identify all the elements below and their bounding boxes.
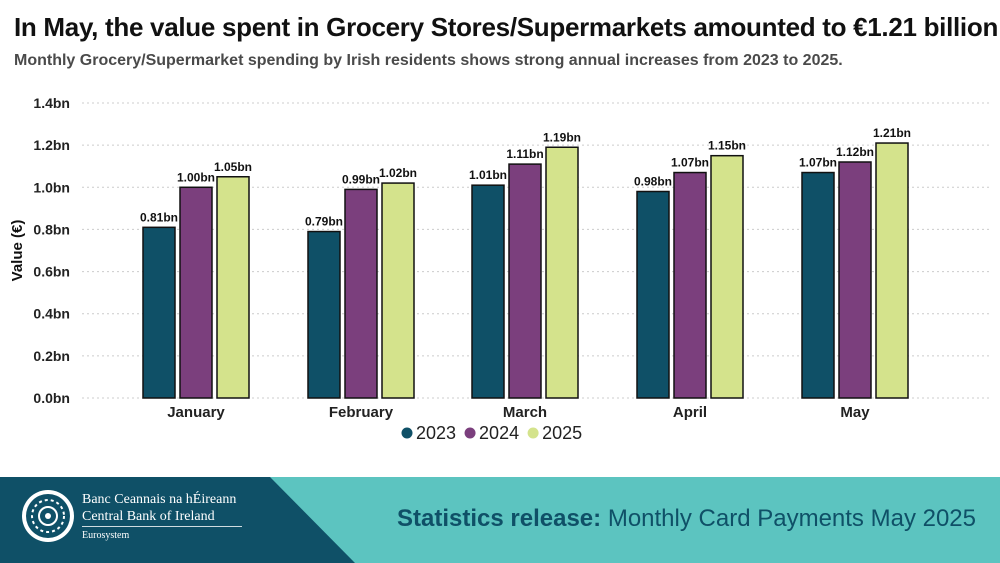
x-tick-label: January [167,404,225,421]
release-banner: Statistics release: Monthly Card Payment… [397,505,976,533]
y-tick-label: 0.8bn [33,221,70,237]
bank-name: Banc Ceannais na hÉireann Central Bank o… [82,491,236,525]
data-label: 1.19bn [543,130,581,144]
x-tick-label: February [329,404,394,421]
legend-label: 2023 [416,423,456,443]
bar [710,154,744,399]
x-tick-label: April [673,404,707,421]
data-label: 1.12bn [836,145,874,159]
data-label: 0.79bn [305,215,343,229]
y-axis-title: Value (€) [9,220,26,282]
data-label: 1.07bn [671,156,709,170]
data-label: 0.99bn [342,172,380,186]
y-tick-label: 0.4bn [33,306,70,322]
data-label: 1.21bn [873,126,911,140]
y-tick-label: 0.0bn [33,390,70,406]
y-tick-label: 1.0bn [33,179,70,195]
y-tick-label: 1.2bn [33,137,70,153]
y-tick-label: 1.4bn [33,95,70,111]
bar [142,226,176,399]
bar [307,230,341,399]
data-label: 1.15bn [708,139,746,153]
legend-marker [527,427,539,439]
legend-marker [464,427,476,439]
legend-label: 2025 [542,423,582,443]
bank-name-divider [82,526,242,527]
data-label: 1.00bn [177,170,215,184]
bank-name-english: Central Bank of Ireland [82,509,215,524]
release-text: Monthly Card Payments May 2025 [607,505,976,532]
bar [801,171,835,399]
bank-eurosystem-label: Eurosystem [82,530,130,541]
data-label: 0.98bn [634,175,672,189]
y-tick-label: 0.6bn [33,264,70,280]
bar [216,176,250,399]
data-label: 1.05bn [214,160,252,174]
bar [344,188,378,399]
chart-title: In May, the value spent in Grocery Store… [14,12,999,42]
bar [508,163,542,399]
bar [381,182,415,399]
bar [545,146,579,399]
central-bank-logo-icon [22,490,74,542]
release-label: Statistics release: [397,505,602,532]
bar [875,142,909,399]
chart-subtitle: Monthly Grocery/Supermarket spending by … [14,52,843,69]
data-label: 1.07bn [799,156,837,170]
bar [471,184,505,399]
bar-chart: 0.0bn 0.2bn 0.4bn 0.6bn 0.8bn 1.0bn 1.2bn 1.4bn… [9,95,992,443]
bar [636,190,670,399]
y-tick-label: 0.2bn [33,348,70,364]
data-label: 1.11bn [506,147,543,161]
x-tick-label: May [840,404,870,421]
legend-marker [401,427,413,439]
data-label: 1.02bn [379,166,417,180]
bar [179,186,213,399]
bar [673,171,707,399]
data-label: 1.01bn [469,168,507,182]
bank-name-irish: Banc Ceannais na hÉireann [82,492,237,507]
data-label: 0.81bn [140,210,178,224]
x-tick-label: March [503,404,547,421]
bar [838,161,872,399]
legend-label: 2024 [479,423,519,443]
